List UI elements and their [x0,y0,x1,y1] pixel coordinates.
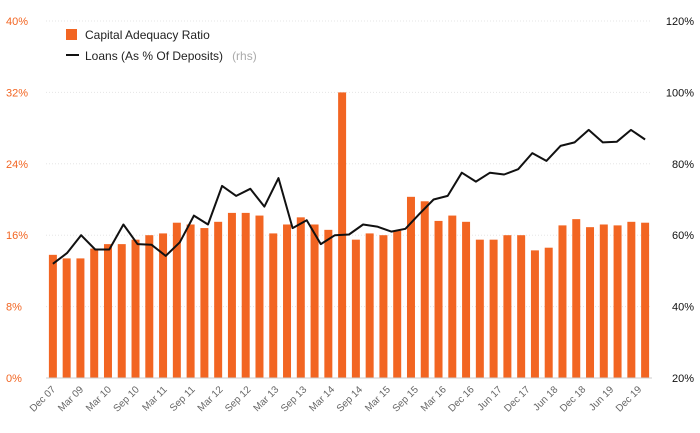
x-tick-label: Dec 07 [28,384,58,414]
y-left-tick-label: 0% [6,373,22,385]
bar [296,217,305,378]
bar [586,227,595,378]
y-left-tick-label: 32% [6,87,28,99]
legend-swatch-capital-adequacy [66,29,77,40]
bar [241,212,250,378]
bar [448,215,457,378]
x-tick-label: Mar 10 [84,384,114,414]
bar [255,215,264,378]
bar [393,230,402,378]
bar [379,235,388,378]
bar [159,233,168,378]
bar [117,244,126,378]
bar [90,248,99,378]
bar [324,229,333,378]
x-tick-label: Sep 12 [223,384,253,414]
bar [310,224,319,378]
x-tick-label: Sep 13 [279,384,309,414]
bar [103,244,112,378]
bar [462,221,471,378]
x-tick-label: Dec 18 [558,384,588,414]
y-right-tick-label: 60% [672,230,694,242]
bar [475,239,484,378]
bar [489,239,498,378]
bar [186,224,195,378]
bar [434,220,443,378]
bar [269,233,278,378]
bar [406,196,415,378]
x-tick-label: Mar 12 [196,384,226,414]
x-tick-label: Jun 17 [476,384,505,413]
x-tick-label: Sep 10 [112,384,142,414]
x-tick-label: Sep 11 [168,384,198,414]
legend-label-loans-group: Loans (As % Of Deposits) (rhs) [85,47,257,64]
bar [62,258,71,378]
x-tick-label: Dec 19 [614,384,644,414]
y-left-tick-label: 16% [6,230,28,242]
legend-label-loans: Loans (As % Of Deposits) [85,49,223,63]
bar [172,222,181,378]
x-tick-label: Mar 09 [56,384,86,414]
legend: Capital Adequacy Ratio Loans (As % Of De… [66,28,257,64]
x-tick-label: Sep 14 [335,384,365,414]
bar [214,221,223,378]
bar [200,228,209,378]
bar [420,201,429,378]
bar [48,254,57,378]
bar [76,258,85,378]
x-tick-label: Sep 15 [391,384,421,414]
bar [599,224,608,378]
bar [351,239,360,378]
x-tick-label: Mar 13 [252,384,282,414]
y-right-tick-label: 100% [666,87,694,99]
x-tick-label: Dec 17 [502,384,532,414]
x-tick-label: Mar 11 [140,384,170,414]
y-right-tick-label: 80% [672,159,694,171]
bar [530,250,539,378]
x-tick-label: Jun 18 [531,384,560,413]
bar [517,235,526,378]
x-tick-label: Dec 16 [447,384,477,414]
y-left-tick-label: 40% [6,16,28,28]
bar [544,247,553,378]
y-left-tick-label: 8% [6,302,22,314]
bar [558,225,567,378]
bar [572,219,581,378]
loans-line [52,128,646,265]
y-right-tick-label: 120% [666,16,694,28]
x-tick-label: Mar 15 [363,384,393,414]
bar [613,225,622,378]
y-right-tick-label: 40% [672,302,694,314]
legend-label-capital-adequacy: Capital Adequacy Ratio [85,28,210,42]
y-right-tick-label: 20% [672,373,694,385]
x-tick-label: Mar 14 [307,384,337,414]
bar [283,224,292,378]
line-series-loans [52,128,646,265]
x-tick-label: Jun 19 [587,384,616,413]
bar-series-capital-adequacy [48,92,650,379]
bar [227,212,236,378]
bar [145,235,154,378]
bar [503,235,512,378]
bar [365,233,374,378]
legend-label-rhs: (rhs) [232,49,257,63]
bar [641,222,650,378]
bar [131,239,140,378]
bar [627,221,636,378]
x-tick-label: Mar 16 [419,384,449,414]
y-left-tick-label: 24% [6,159,28,171]
